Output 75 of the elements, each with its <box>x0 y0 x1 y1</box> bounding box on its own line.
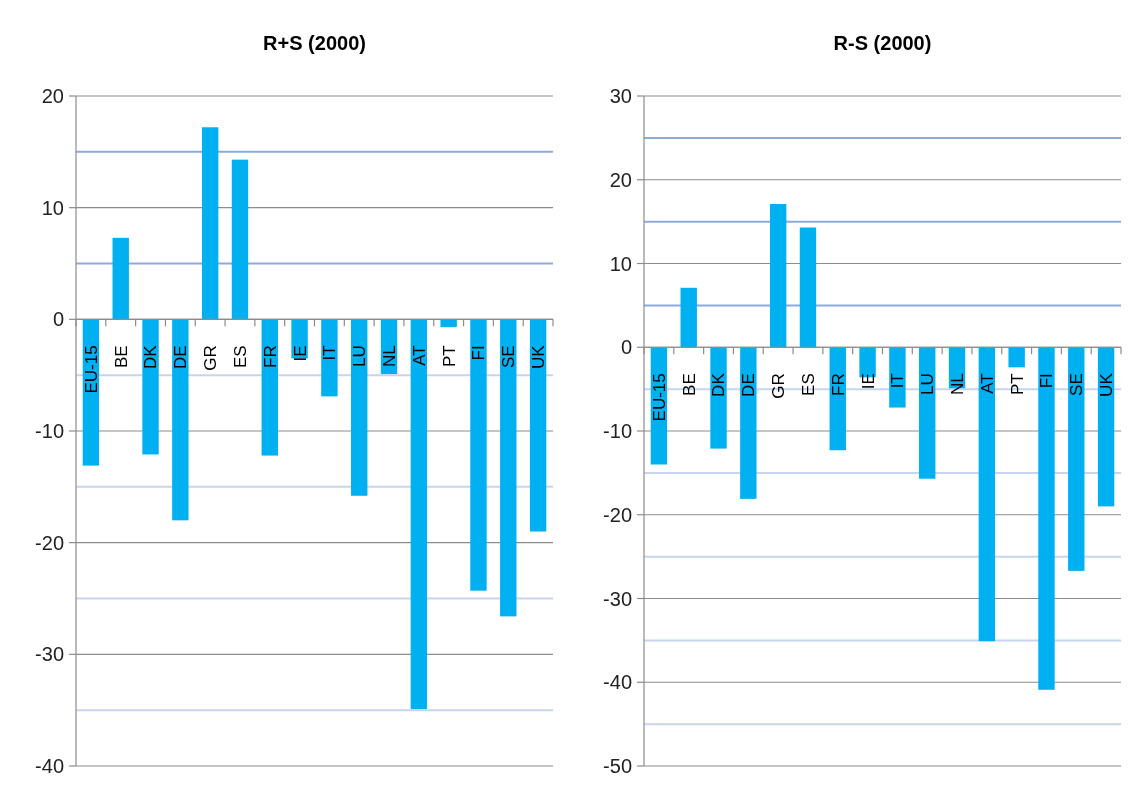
x-tick-label: NL <box>947 373 967 395</box>
bar <box>351 319 368 496</box>
x-tick-label: BE <box>679 373 699 396</box>
y-tick-label: -40 <box>35 755 64 777</box>
x-tick-label: IE <box>290 345 310 362</box>
x-tick-label: EU-15 <box>81 345 101 394</box>
y-tick-label: -50 <box>603 755 632 777</box>
x-tick-label: AT <box>977 373 997 394</box>
bar <box>172 319 189 521</box>
bar <box>1038 347 1055 690</box>
bar <box>529 319 547 532</box>
bar <box>321 319 338 397</box>
x-tick-label: AT <box>409 345 429 366</box>
x-tick-label: BE <box>111 345 131 369</box>
x-tick-label: PT <box>439 345 459 368</box>
x-tick-label: PT <box>1007 373 1027 395</box>
x-tick-label: UK <box>529 344 549 369</box>
bar <box>769 204 787 348</box>
x-tick-label: ES <box>230 345 250 369</box>
y-tick-label: 0 <box>52 308 64 331</box>
bar <box>261 319 278 456</box>
x-tick-label: IT <box>320 345 340 361</box>
x-tick-label: FI <box>469 345 489 361</box>
bar <box>680 287 697 348</box>
y-tick-label: 20 <box>609 168 632 191</box>
bar <box>142 319 159 455</box>
y-tick-label: -10 <box>603 420 632 442</box>
bar <box>500 319 517 617</box>
y-tick-label: -10 <box>35 420 64 442</box>
chart-title: R-S (2000) <box>833 32 932 54</box>
x-tick-label: IE <box>858 373 878 390</box>
x-tick-label: ES <box>798 373 818 396</box>
bar <box>1097 347 1115 507</box>
y-tick-label: 0 <box>620 336 632 359</box>
x-tick-label: FR <box>828 373 848 396</box>
x-tick-label: FR <box>260 345 280 369</box>
y-tick-label: 10 <box>41 196 64 219</box>
y-tick-label: -20 <box>35 531 64 554</box>
chart-title: R+S (2000) <box>263 32 366 54</box>
x-tick-label: UK <box>1097 372 1117 397</box>
bar <box>470 319 487 591</box>
y-tick-label: 10 <box>609 252 632 275</box>
y-tick-label: 20 <box>41 85 64 107</box>
bar <box>889 347 906 408</box>
bar <box>740 347 757 499</box>
x-tick-label: SE <box>499 345 519 369</box>
y-tick-label: 30 <box>609 85 632 107</box>
bar <box>799 227 817 348</box>
bar <box>710 347 727 449</box>
bar <box>201 127 219 320</box>
bar <box>440 319 457 328</box>
x-tick-label: GR <box>201 345 221 371</box>
y-tick-label: -30 <box>35 643 64 666</box>
x-tick-label: EU-15 <box>649 373 669 422</box>
x-tick-label: FI <box>1037 373 1057 389</box>
x-tick-label: DK <box>141 344 161 369</box>
x-tick-label: GR <box>769 373 789 399</box>
bar <box>1068 347 1085 571</box>
x-tick-label: DK <box>709 372 729 397</box>
bar <box>112 237 129 320</box>
y-tick-label: -30 <box>603 587 632 610</box>
bar <box>231 159 249 320</box>
x-tick-label: IT <box>888 373 908 389</box>
bar <box>978 347 996 642</box>
x-tick-label: DE <box>739 373 759 397</box>
x-tick-label: DE <box>171 345 191 369</box>
y-tick-label: -40 <box>603 671 632 694</box>
x-tick-label: LU <box>350 345 370 368</box>
bar <box>1008 347 1025 368</box>
bar <box>919 347 936 479</box>
y-tick-label: -20 <box>603 503 632 526</box>
x-tick-label: LU <box>918 373 938 395</box>
bar <box>410 319 428 710</box>
x-tick-label: SE <box>1067 373 1087 396</box>
x-tick-label: NL <box>379 345 399 368</box>
